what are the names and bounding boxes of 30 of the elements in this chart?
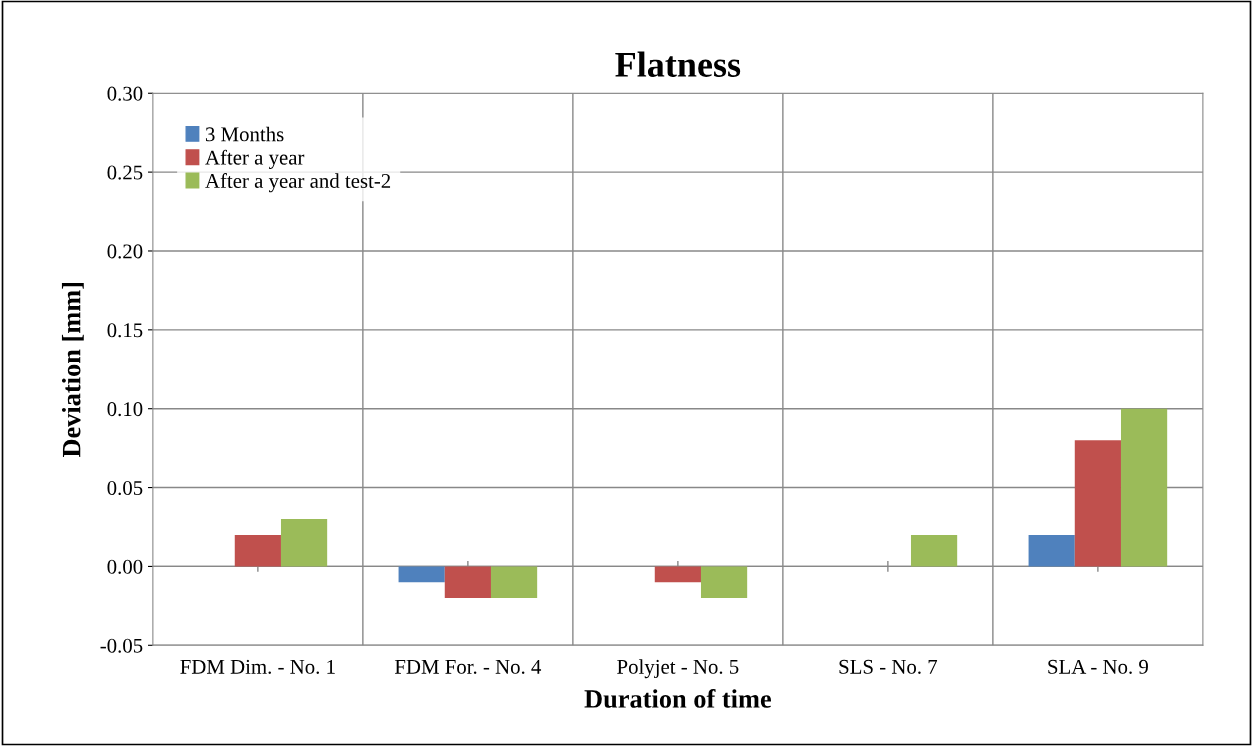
bar <box>1074 440 1121 567</box>
x-tick-label: FDM Dim. - No. 1 <box>180 659 335 674</box>
bar <box>910 534 958 567</box>
bar <box>280 519 328 567</box>
y-tick-label: 0.00 <box>107 559 143 574</box>
bar <box>1120 408 1168 567</box>
chart-title: Flatness <box>615 51 741 77</box>
bar <box>398 566 445 583</box>
y-tick-label: 0.10 <box>107 402 143 417</box>
x-axis-title: Duration of time <box>584 688 771 708</box>
bar <box>490 566 538 598</box>
y-tick-label: 0.05 <box>107 480 143 496</box>
y-tick-label: 0.20 <box>107 244 143 259</box>
x-tick-label: SLS - No. 7 <box>839 659 938 674</box>
legend-label: After a year <box>205 149 305 169</box>
y-tick-label: 0.30 <box>107 86 143 101</box>
bar <box>234 534 281 567</box>
y-tick-label: -0.05 <box>100 638 143 653</box>
y-axis-title: Deviation [mm] <box>61 282 84 458</box>
legend-label: After a year and test-2 <box>205 173 391 193</box>
x-tick-label: SLA - No. 9 <box>1048 659 1148 674</box>
bar <box>1028 534 1075 567</box>
bar <box>654 566 701 583</box>
x-tick-label: FDM For. - No. 4 <box>394 659 542 674</box>
y-tick-label: 0.15 <box>107 323 143 338</box>
bar <box>444 566 491 598</box>
legend-label: 3 Months <box>205 126 284 142</box>
x-tick-label: Polyjet - No. 5 <box>617 659 739 679</box>
y-tick-label: 0.25 <box>107 165 143 180</box>
bar <box>700 566 748 598</box>
